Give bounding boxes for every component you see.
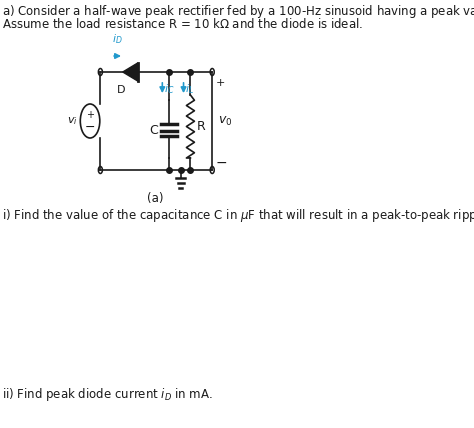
- Text: $i_D$: $i_D$: [112, 32, 122, 46]
- Text: $v_i$: $v_i$: [67, 115, 77, 127]
- Text: Assume the load resistance R = 10 k$\Omega$ and the diode is ideal.: Assume the load resistance R = 10 k$\Ome…: [2, 17, 364, 31]
- Text: R: R: [197, 120, 206, 133]
- Text: +: +: [216, 78, 225, 88]
- Text: −: −: [85, 121, 95, 134]
- Text: (a): (a): [146, 192, 163, 205]
- Text: C: C: [150, 124, 158, 137]
- Text: +: +: [86, 110, 94, 120]
- Polygon shape: [123, 63, 137, 81]
- Text: i) Find the value of the capacitance C in $\mu$F that will result in a peak-to-p: i) Find the value of the capacitance C i…: [2, 207, 474, 224]
- Text: $i_L$: $i_L$: [185, 82, 194, 96]
- Text: −: −: [216, 156, 228, 170]
- Text: $v_0$: $v_0$: [218, 114, 232, 128]
- Text: $i_C$: $i_C$: [164, 82, 174, 96]
- Text: ii) Find peak diode current $i_D$ in mA.: ii) Find peak diode current $i_D$ in mA.: [2, 386, 213, 403]
- Text: a) Consider a half-wave peak rectifier fed by a 100-Hz sinusoid having a peak va: a) Consider a half-wave peak rectifier f…: [2, 4, 474, 22]
- Text: D: D: [118, 85, 126, 95]
